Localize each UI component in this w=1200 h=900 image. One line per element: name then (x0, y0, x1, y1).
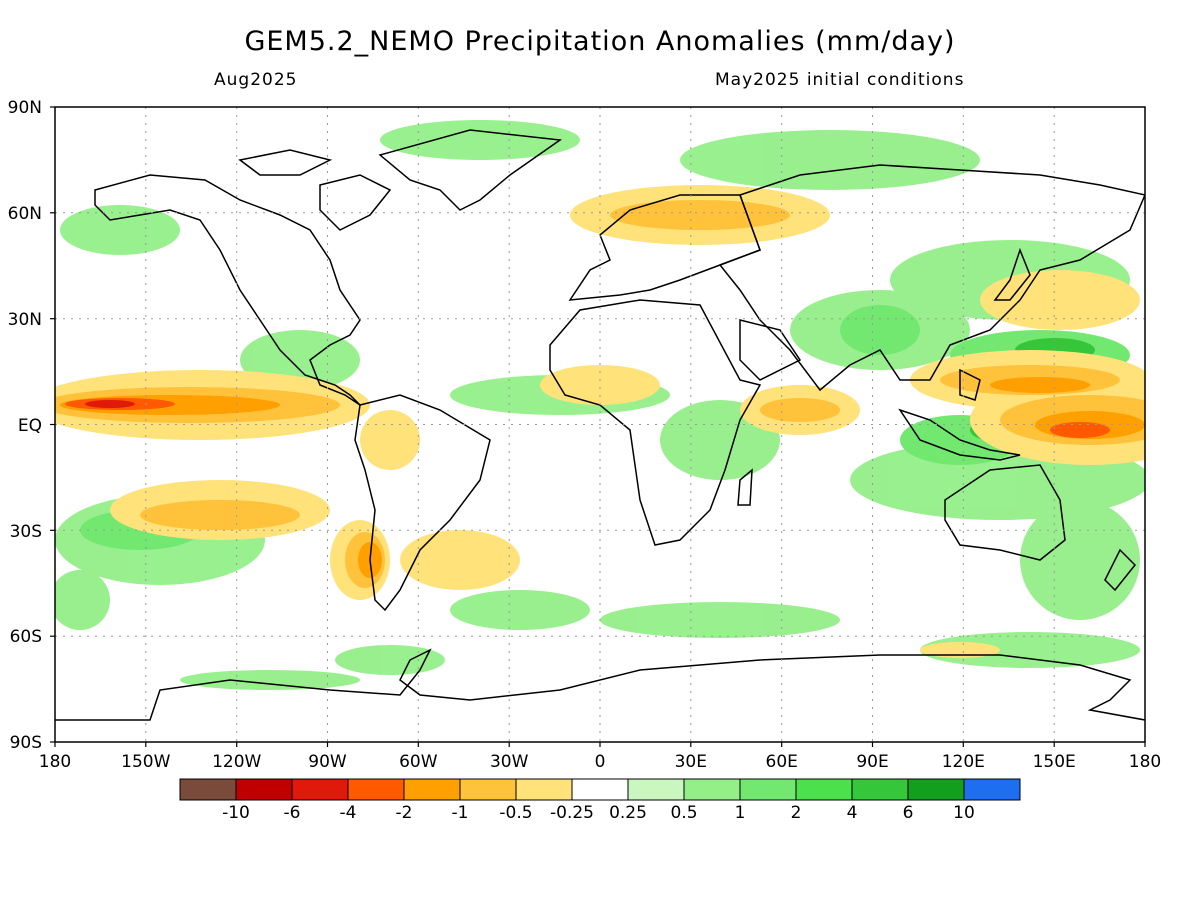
colorbar-label: -4 (340, 803, 357, 823)
colorbar-swatch (627, 778, 685, 801)
longitude-labels: 180 150W 120W 90W 60W 30W 0 30E 60E 90E … (39, 752, 1161, 772)
coastlines (55, 129, 1145, 721)
lat-label: 90N (8, 98, 42, 118)
lon-label: 30E (675, 752, 707, 772)
tick-marks (50, 106, 1146, 747)
colorbar-swatch (795, 778, 853, 801)
map-title: GEM5.2_NEMO Precipitation Anomalies (mm/… (244, 26, 956, 57)
lon-label: 120E (942, 752, 985, 772)
colorbar-label: 0.25 (609, 803, 647, 823)
latitude-labels: 90N 60N 30N EQ 30S 60S 90S (8, 98, 42, 753)
colorbar-swatch (179, 778, 237, 801)
lon-label: 150E (1033, 752, 1076, 772)
colorbar-swatch (347, 778, 405, 801)
colorbar-label: 6 (903, 803, 914, 823)
anomaly-field (55, 120, 1145, 690)
colorbar-label: 0.5 (670, 803, 697, 823)
lon-label: 180 (39, 752, 71, 772)
lon-label: 30W (490, 752, 529, 772)
graticule (55, 107, 1145, 742)
colorbar-label: 1 (735, 803, 746, 823)
colorbar-swatch (739, 778, 797, 801)
colorbar-swatch (459, 778, 517, 801)
colorbar-label: -1 (452, 803, 469, 823)
lon-label: 60W (399, 752, 438, 772)
lat-label: 90S (10, 733, 42, 753)
colorbar-swatch (683, 778, 741, 801)
colorbar-swatch (235, 778, 293, 801)
lon-label: 90W (308, 752, 347, 772)
colorbar-labels: -10 -6 -4 -2 -1 -0.5 -0.25 0.25 0.5 1 2 4 6 10 (222, 803, 975, 823)
lat-label: EQ (18, 416, 42, 436)
colorbar-label: 10 (953, 803, 975, 823)
colorbar-swatch (963, 778, 1021, 801)
lat-label: 30S (10, 522, 42, 542)
colorbar-swatch (851, 778, 909, 801)
colorbar-label: -10 (222, 803, 250, 823)
lon-label: 90E (856, 752, 888, 772)
lon-label: 60E (766, 752, 798, 772)
colorbar-label: 4 (847, 803, 858, 823)
lat-label: 60N (8, 204, 42, 224)
initial-conditions-label: May2025 initial conditions (715, 70, 965, 90)
lon-label: 180 (1129, 752, 1161, 772)
colorbar-label: -2 (396, 803, 413, 823)
colorbar-swatch (291, 778, 349, 801)
colorbar-label: -0.5 (499, 803, 532, 823)
lat-label: 60S (10, 627, 42, 647)
lat-label: 30N (8, 310, 42, 330)
colorbar-swatch (403, 778, 461, 801)
colorbar-swatch (571, 778, 629, 801)
lon-label: 150W (121, 752, 170, 772)
lon-label: 120W (212, 752, 261, 772)
colorbar-label: -0.25 (550, 803, 594, 823)
valid-month-label: Aug2025 (214, 70, 298, 90)
lon-label: 0 (595, 752, 606, 772)
colorbar-label: 2 (791, 803, 802, 823)
colorbar-label: -6 (284, 803, 301, 823)
colorbar-swatch (515, 778, 573, 801)
colorbar-swatch (907, 778, 965, 801)
colorbar (179, 778, 1021, 801)
